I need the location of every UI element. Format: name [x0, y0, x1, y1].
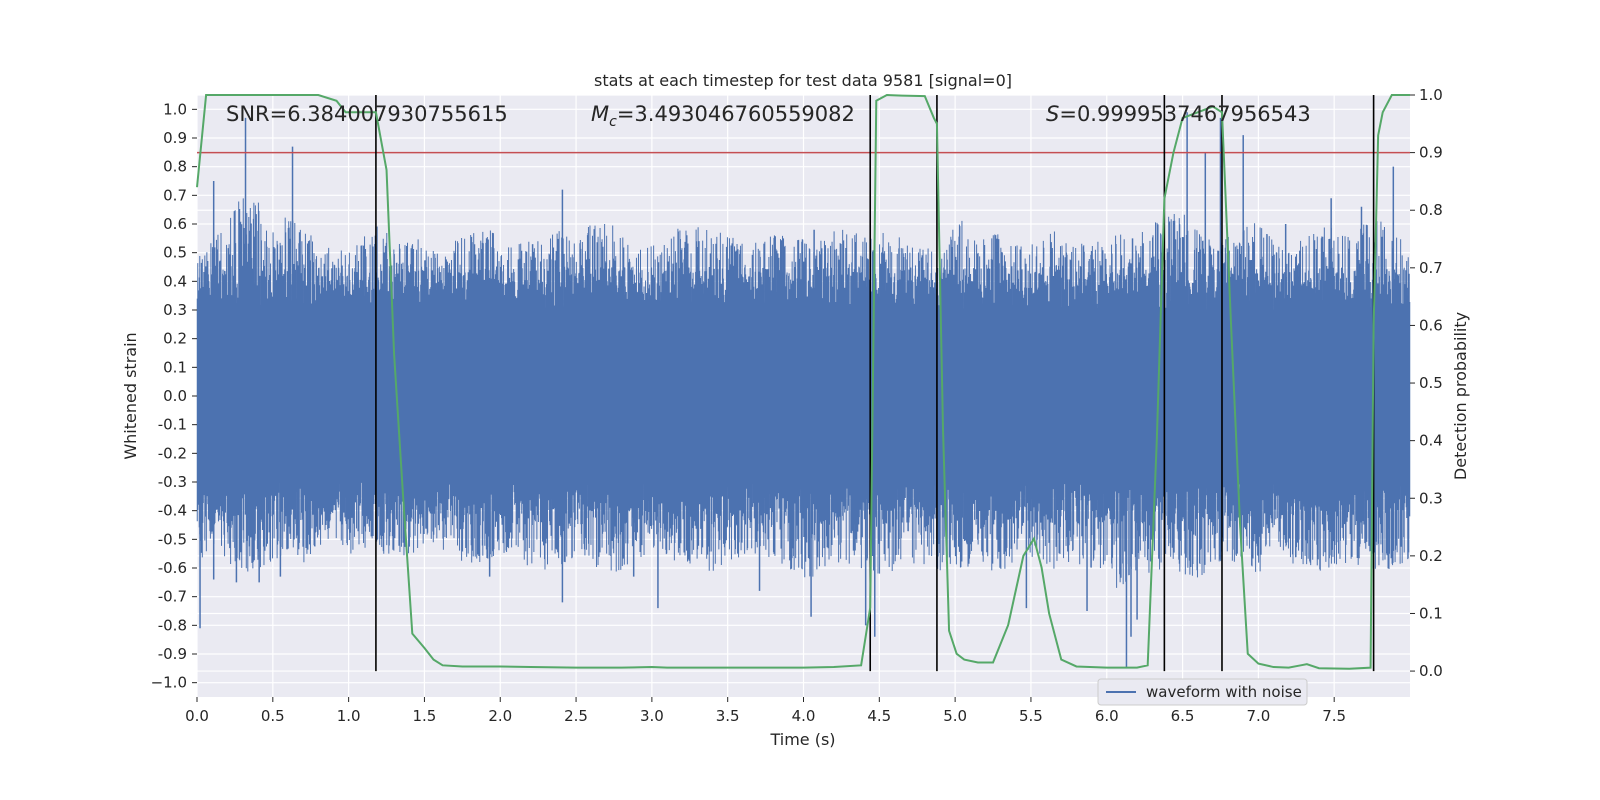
- y-tick-label: -0.5: [158, 530, 187, 548]
- y2-tick-label: 0.3: [1419, 489, 1443, 507]
- x-tick-label: 7.5: [1322, 707, 1346, 725]
- y-tick-label: -0.8: [158, 616, 187, 634]
- y2-tick-label: 0.9: [1419, 144, 1443, 162]
- y-tick-label: −1.0: [151, 674, 187, 692]
- y-tick-label: 0.2: [163, 330, 187, 348]
- y-tick-label: 0.0: [163, 387, 187, 405]
- chart-title: stats at each timestep for test data 958…: [594, 71, 1012, 90]
- x-tick-label: 4.5: [867, 707, 891, 725]
- y-axis-ticks: 1.0 0.9 0.8 0.7 0.6 0.5 0.4 0.3 0.2 0.1 0.0 -0.1 -0.…: [151, 100, 197, 692]
- y-tick-label: 0.8: [163, 158, 187, 176]
- y-tick-label: -0.2: [158, 444, 187, 462]
- y-tick-label: -0.1: [158, 416, 187, 434]
- y-tick-label: 0.9: [163, 129, 187, 147]
- y-axis-label: Whitened strain: [121, 332, 140, 459]
- y-tick-label: 0.3: [163, 301, 187, 319]
- y2-tick-label: 0.8: [1419, 201, 1443, 219]
- y-tick-label: 0.6: [163, 215, 187, 233]
- x-tick-label: 2.0: [488, 707, 512, 725]
- y2-tick-label: 0.5: [1419, 374, 1443, 392]
- x-tick-label: 5.0: [943, 707, 967, 725]
- y-tick-label: 0.1: [163, 358, 187, 376]
- detection-probability-line: [196, 93, 1410, 670]
- y2-axis-ticks: 1.0 0.9 0.8 0.7 0.6 0.5 0.4 0.3 0.2 0.1 0.0: [1410, 86, 1443, 680]
- snr-annotation: SNR=6.384007930755615: [226, 102, 508, 126]
- score-symbol: S: [1046, 102, 1059, 126]
- x-tick-label: 1.0: [337, 707, 361, 725]
- x-tick-label: 3.0: [640, 707, 664, 725]
- y-tick-label: -0.7: [158, 588, 187, 606]
- y-tick-label: -0.9: [158, 645, 187, 663]
- chirp-mass-value: =3.493046760559082: [617, 102, 855, 126]
- y-tick-label: 0.5: [163, 244, 187, 262]
- y-tick-label: -0.3: [158, 473, 187, 491]
- y-tick-label: 0.7: [163, 186, 187, 204]
- y2-tick-label: 0.2: [1419, 547, 1443, 565]
- x-tick-label: 6.5: [1171, 707, 1195, 725]
- y2-tick-label: 0.1: [1419, 604, 1443, 622]
- y2-tick-label: 0.0: [1419, 662, 1443, 680]
- legend: waveform with noise: [1097, 678, 1308, 706]
- score-annotation: S=0.9999537467956543: [1046, 102, 1311, 126]
- waveform-core: [197, 310, 1410, 482]
- legend-label: waveform with noise: [1146, 683, 1302, 701]
- x-tick-label: 1.5: [413, 707, 437, 725]
- x-tick-label: 0.0: [185, 707, 209, 725]
- y2-tick-label: 0.4: [1419, 432, 1443, 450]
- x-tick-label: 4.0: [792, 707, 816, 725]
- y2-tick-label: 0.7: [1419, 259, 1443, 277]
- chirp-mass-subscript: c: [609, 114, 617, 130]
- x-axis-label: Time (s): [769, 730, 835, 749]
- y2-tick-label: 1.0: [1419, 86, 1443, 104]
- y-tick-label: 0.4: [163, 272, 187, 290]
- x-tick-label: 0.5: [261, 707, 285, 725]
- y-tick-label: -0.6: [158, 559, 187, 577]
- x-tick-label: 3.5: [716, 707, 740, 725]
- y2-tick-label: 0.6: [1419, 316, 1443, 334]
- x-tick-label: 2.5: [564, 707, 588, 725]
- y2-axis-label: Detection probability: [1451, 312, 1470, 480]
- y-tick-label: 1.0: [163, 100, 187, 118]
- score-value: =0.9999537467956543: [1059, 102, 1310, 126]
- chirp-mass-symbol: M: [591, 102, 609, 126]
- x-tick-label: 7.0: [1246, 707, 1270, 725]
- waveform-series: [196, 112, 1411, 669]
- chirp-mass-annotation: Mc=3.493046760559082: [591, 102, 855, 130]
- y-tick-label: -0.4: [158, 502, 187, 520]
- legend-box: [1097, 678, 1308, 706]
- x-tick-label: 6.0: [1095, 707, 1119, 725]
- x-tick-label: 5.5: [1019, 707, 1043, 725]
